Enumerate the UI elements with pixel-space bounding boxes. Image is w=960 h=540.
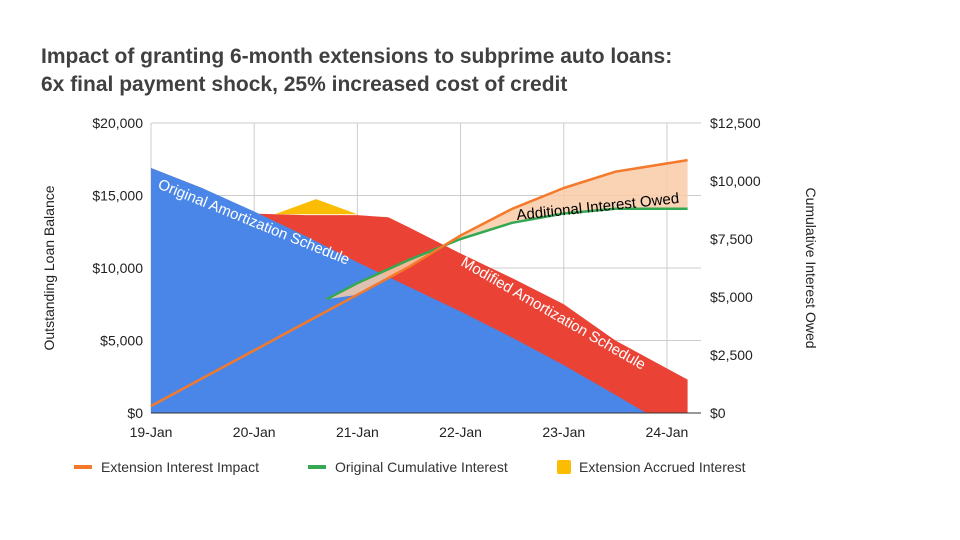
right-tick-label: $2,500: [710, 347, 753, 363]
legend-label: Extension Accrued Interest: [579, 459, 746, 475]
area-series: [151, 160, 688, 413]
left-axis-title: Outstanding Loan Balance: [41, 185, 57, 350]
right-tick-label: $0: [710, 405, 726, 421]
legend-item-extension-accrued-interest: Extension Accrued Interest: [557, 459, 746, 475]
chart-title-line-2: 6x final payment shock, 25% increased co…: [41, 73, 568, 96]
legend-label: Extension Interest Impact: [101, 459, 259, 475]
left-tick-label: $20,000: [92, 115, 143, 131]
right-tick-label: $10,000: [710, 173, 761, 189]
right-axis-title: Cumulative Interest Owed: [803, 187, 819, 348]
chart-title-line-1: Impact of granting 6-month extensions to…: [41, 45, 673, 68]
line-original-cumulative-interest: [325, 207, 688, 301]
x-tick-label: 21-Jan: [336, 424, 379, 440]
left-tick-label: $10,000: [92, 260, 143, 276]
chart-title: Impact of granting 6-month extensions to…: [41, 43, 672, 99]
area-additional-interest-owed: [326, 160, 688, 300]
legend-item-extension-interest-impact: Extension Interest Impact: [74, 459, 259, 475]
right-tick-label: $12,500: [710, 115, 761, 131]
legend: Extension Interest Impact Original Cumula…: [74, 459, 746, 475]
right-tick-label: $5,000: [710, 289, 753, 305]
legend-swatch: [557, 460, 571, 474]
right-tick-label: $7,500: [710, 231, 753, 247]
axes: $0 $5,000 $10,000 $15,000 $20,000 $0 $2,500 $5,…: [41, 115, 819, 440]
x-tick-label: 23-Jan: [542, 424, 585, 440]
line-series: [150, 158, 688, 408]
x-tick-label: 20-Jan: [233, 424, 276, 440]
left-tick-label: $5,000: [100, 333, 143, 349]
legend-label: Original Cumulative Interest: [335, 459, 508, 475]
left-tick-label: $15,000: [92, 188, 143, 204]
legend-item-original-cumulative-interest: Original Cumulative Interest: [308, 459, 508, 475]
area-original-amortization-schedule: [151, 168, 647, 413]
x-tick-label: 19-Jan: [130, 424, 173, 440]
x-tick-label: 24-Jan: [646, 424, 689, 440]
line-extension-interest-impact: [150, 158, 688, 408]
left-tick-label: $0: [127, 405, 143, 421]
area-extension-accrued-interest: [274, 199, 358, 215]
x-tick-label: 22-Jan: [439, 424, 482, 440]
